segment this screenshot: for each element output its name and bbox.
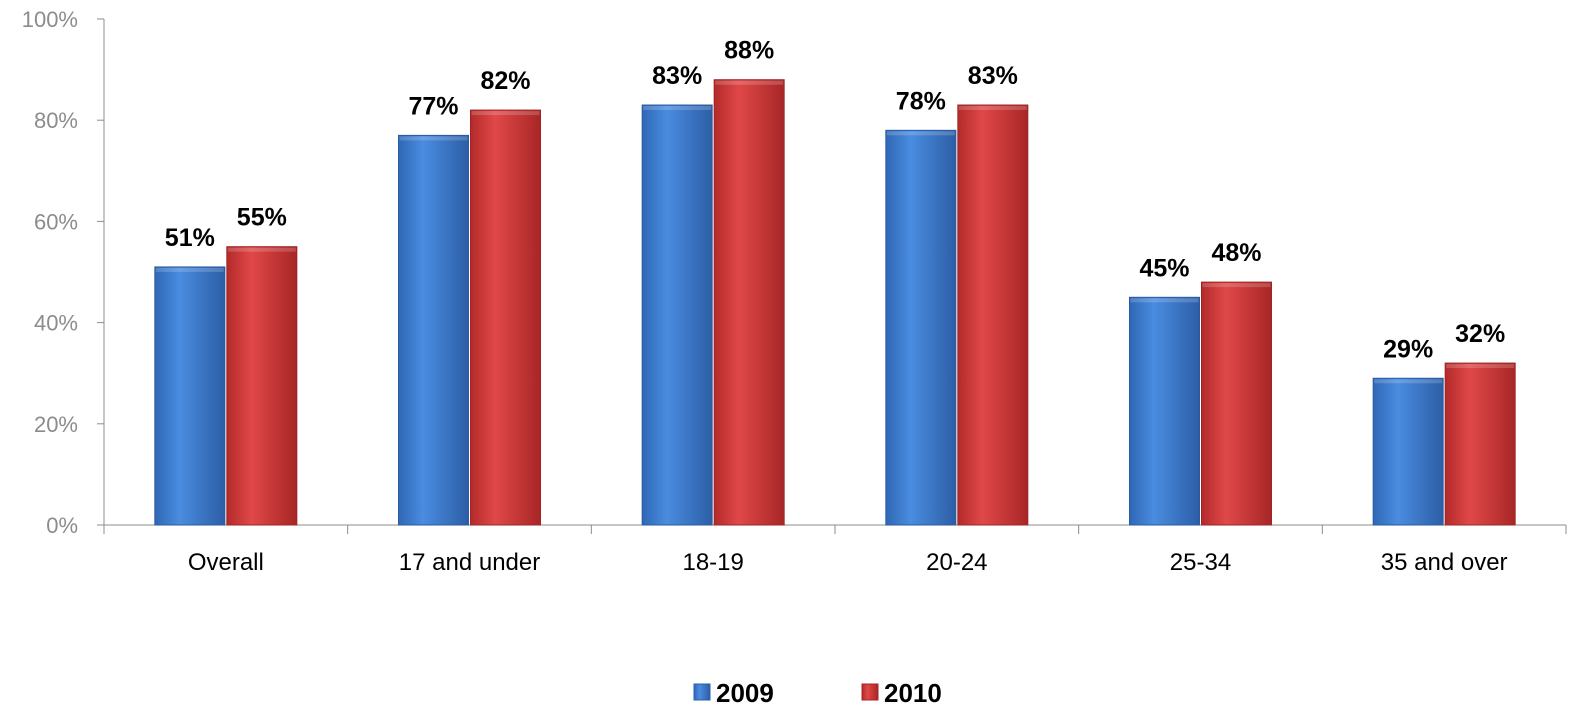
- y-tick-label: 100%: [22, 7, 78, 32]
- data-label-2010: 82%: [480, 67, 530, 95]
- x-tick-label: Overall: [188, 549, 264, 576]
- bar-2009: [1372, 377, 1444, 526]
- bar-highlight: [1130, 298, 1199, 303]
- data-label-2010: 55%: [237, 204, 287, 232]
- bar-highlight: [155, 267, 224, 272]
- legend-swatch-2010: [861, 683, 879, 701]
- y-tick-label: 40%: [34, 311, 78, 336]
- y-tick-label: 0%: [46, 513, 78, 538]
- bar-2009: [154, 266, 226, 526]
- bar-highlight: [1202, 283, 1271, 288]
- legend-swatch-2009: [693, 683, 711, 701]
- x-tick-label: 20-24: [926, 549, 987, 576]
- bar-2010: [1444, 362, 1516, 526]
- legend-label-2010: 2010: [884, 678, 942, 708]
- bar-2009: [885, 129, 957, 526]
- bar-highlight: [471, 111, 540, 116]
- x-tick-label: 17 and under: [399, 549, 540, 576]
- x-tick-label: 18-19: [682, 549, 743, 576]
- bar-2009: [1129, 296, 1200, 526]
- bar-2010: [470, 109, 541, 526]
- data-label-2010: 48%: [1211, 239, 1261, 267]
- data-label-2009: 29%: [1383, 335, 1433, 363]
- x-tick-label: 35 and over: [1381, 549, 1508, 576]
- data-label-2010: 88%: [724, 37, 774, 65]
- x-axis: Overall 17 and under 18-19 20-24 25-34 35 and…: [103, 524, 1567, 576]
- data-label-2010: 32%: [1455, 320, 1505, 348]
- y-tick-label: 80%: [34, 108, 78, 133]
- data-label-2009: 83%: [652, 62, 702, 90]
- bar-highlight: [643, 106, 712, 111]
- bar-2010: [713, 79, 785, 526]
- data-label-2009: 78%: [896, 87, 946, 115]
- bar-highlight: [886, 131, 955, 136]
- data-labels: 51% 55% 77% 82% 83% 88% 78% 83% 45% 48% 29% 32%: [165, 37, 1505, 364]
- data-label-2009: 77%: [408, 92, 458, 120]
- bar-2010: [1201, 281, 1272, 526]
- x-tick-label: 25-34: [1170, 549, 1231, 576]
- y-tick-label: 60%: [34, 209, 78, 234]
- bar-highlight: [227, 247, 296, 252]
- bar-highlight: [1374, 379, 1443, 384]
- legend: 2009 2010: [693, 678, 942, 708]
- data-label-2009: 45%: [1139, 254, 1189, 282]
- bar-2010: [226, 246, 298, 526]
- bar-highlight: [715, 80, 784, 85]
- bar-highlight: [958, 106, 1027, 111]
- bar-highlight: [399, 136, 468, 141]
- bar-2009: [398, 134, 469, 526]
- bar-2010: [957, 104, 1029, 526]
- bar-highlight: [1446, 364, 1515, 369]
- data-label-2009: 51%: [165, 224, 215, 252]
- y-tick-label: 20%: [34, 412, 78, 437]
- legend-label-2009: 2009: [716, 678, 774, 708]
- bars: [154, 79, 1516, 526]
- y-axis: 0% 20% 40% 60% 80% 100%: [22, 7, 105, 538]
- data-label-2010: 83%: [968, 62, 1018, 90]
- bar-2009: [641, 104, 713, 526]
